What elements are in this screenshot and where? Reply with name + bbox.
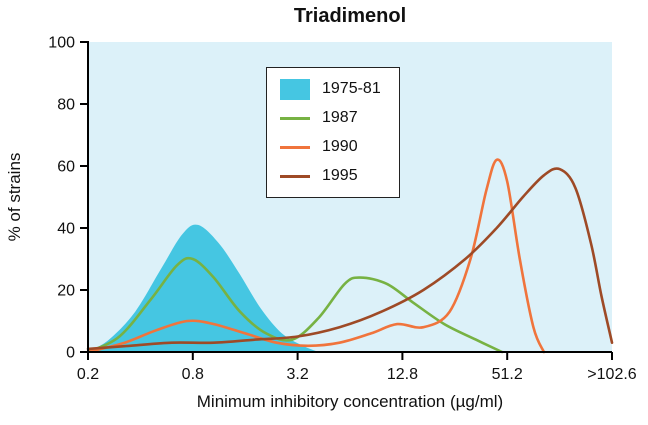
series-line-1987: [86, 256, 504, 354]
legend-item-1987: 1987: [280, 105, 391, 131]
legend-swatch-area-icon: [280, 78, 310, 100]
legend-item-1990: 1990: [280, 134, 391, 160]
legend-swatch-line-icon: [280, 145, 310, 149]
legend-swatch-line-icon: [280, 116, 310, 120]
series-area-1975-81: [88, 224, 319, 352]
x-tick-label: >102.6: [587, 366, 636, 383]
series-line-1995: [86, 167, 614, 351]
y-tick-label: 0: [66, 345, 75, 362]
y-tick-label: 80: [57, 97, 75, 114]
x-tick-label: 12.8: [387, 366, 418, 383]
legend-item-1975-81: 1975-81: [280, 76, 391, 102]
legend-item-1995: 1995: [280, 163, 391, 189]
series-line-1990: [86, 158, 546, 354]
legend-label: 1995: [322, 167, 358, 184]
x-tick-label: 0.2: [77, 366, 99, 383]
y-tick-label: 20: [57, 283, 75, 300]
y-axis-label: % of strains: [5, 153, 24, 242]
legend-label: 1987: [322, 109, 358, 126]
legend: 1975-81 1987 1990 1995: [266, 67, 400, 198]
legend-swatch-line-icon: [280, 174, 310, 178]
y-tick-label: 60: [57, 159, 75, 176]
legend-label: 1990: [322, 138, 358, 155]
x-tick-label: 0.8: [182, 366, 204, 383]
x-tick-label: 51.2: [492, 366, 523, 383]
chart-title: Triadimenol: [294, 5, 406, 27]
legend-label: 1975-81: [322, 80, 381, 97]
x-tick-label: 3.2: [286, 366, 308, 383]
x-axis-label: Minimum inhibitory concentration (µg/ml): [197, 392, 503, 411]
y-tick-label: 100: [48, 35, 75, 52]
y-tick-label: 40: [57, 221, 75, 238]
